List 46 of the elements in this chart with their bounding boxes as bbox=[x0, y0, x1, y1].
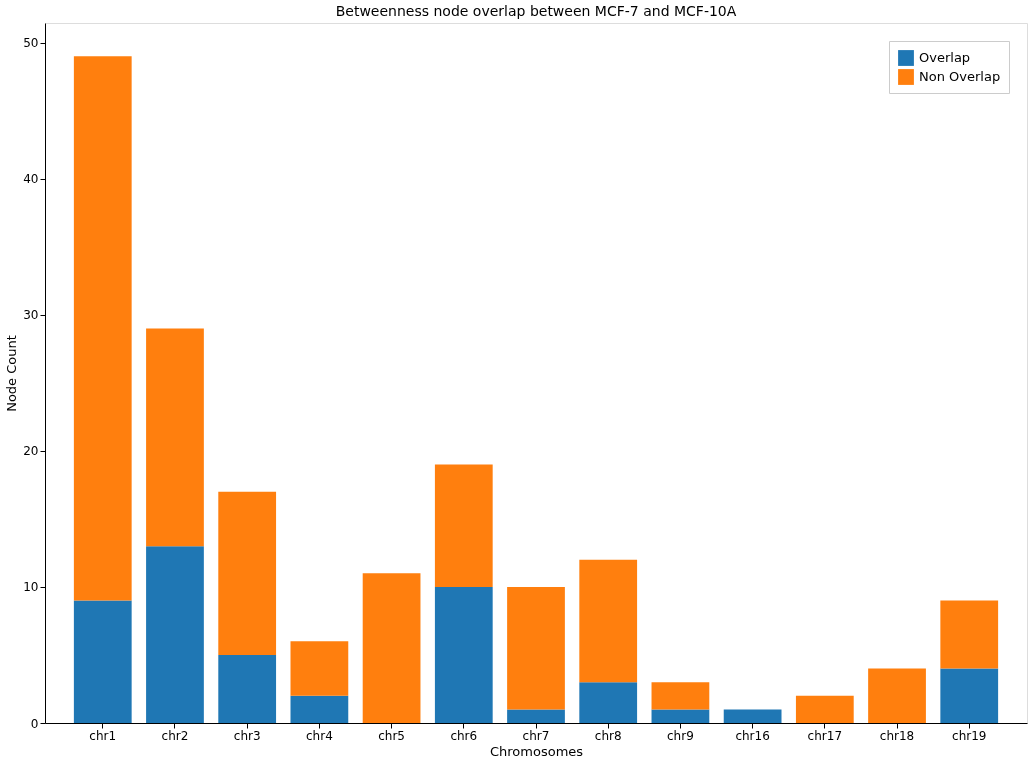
bar bbox=[218, 654, 277, 723]
x-tick-label: chr16 bbox=[735, 728, 770, 743]
legend-label: Overlap bbox=[919, 50, 971, 65]
bar bbox=[73, 56, 132, 601]
bar bbox=[940, 600, 999, 669]
legend-label: Non Overlap bbox=[919, 69, 1001, 84]
bar bbox=[507, 709, 565, 723]
x-tick-label: chr6 bbox=[450, 728, 478, 743]
x-tick-label: chr2 bbox=[161, 728, 189, 743]
x-tick-label: chr8 bbox=[594, 728, 622, 743]
bar bbox=[73, 600, 132, 723]
x-tick-label: chr18 bbox=[879, 728, 915, 743]
bar bbox=[434, 464, 493, 587]
bar bbox=[795, 695, 854, 723]
bar bbox=[651, 709, 710, 723]
bar bbox=[290, 641, 349, 696]
x-tick-label: chr3 bbox=[233, 728, 261, 743]
y-tick-label: 10 bbox=[23, 580, 39, 595]
x-tick-label: chr4 bbox=[305, 728, 333, 743]
x-tick-label: chr1 bbox=[89, 728, 117, 743]
x-tick-label: chr17 bbox=[807, 728, 843, 743]
chart-title: Betweenness node overlap between MCF-7 and MCF-10A bbox=[335, 3, 737, 19]
y-tick-label: 30 bbox=[23, 308, 39, 323]
x-tick-label: chr7 bbox=[522, 728, 550, 743]
bar bbox=[723, 709, 782, 723]
x-axis-title: Chromosomes bbox=[489, 743, 584, 759]
y-tick-label: 50 bbox=[23, 36, 39, 51]
bar bbox=[434, 586, 493, 723]
x-tick-label: chr19 bbox=[952, 728, 987, 743]
bar bbox=[507, 586, 565, 710]
bar bbox=[146, 546, 204, 723]
y-tick-label: 0 bbox=[30, 716, 39, 731]
bar bbox=[868, 668, 926, 723]
x-tick-label: chr5 bbox=[378, 728, 405, 743]
y-axis-title: Node Count bbox=[4, 335, 20, 412]
bar bbox=[579, 682, 638, 723]
bar bbox=[362, 573, 421, 723]
bar bbox=[146, 328, 204, 547]
bar bbox=[651, 682, 710, 710]
bar bbox=[579, 559, 638, 683]
y-tick-label: 40 bbox=[23, 172, 39, 187]
x-tick-label: chr9 bbox=[667, 728, 694, 743]
bar bbox=[940, 668, 999, 723]
y-tick-label: 20 bbox=[23, 444, 39, 459]
bar bbox=[290, 695, 349, 723]
bar bbox=[218, 491, 277, 655]
